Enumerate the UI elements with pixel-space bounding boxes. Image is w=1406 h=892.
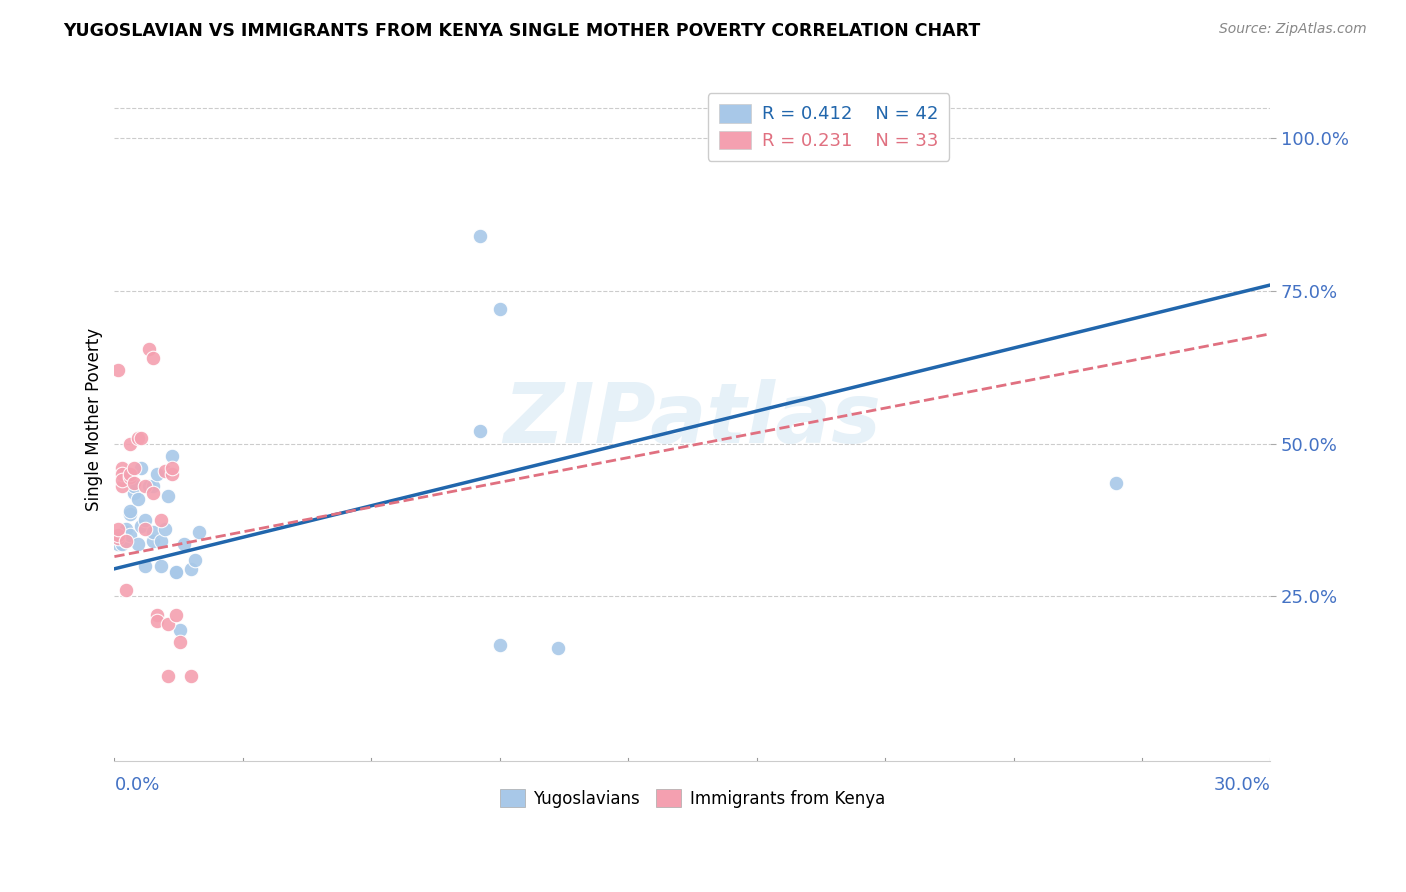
Point [115,583,138,598]
Point [138,479,160,493]
Point [134,558,156,573]
Point [160,467,183,482]
Point [146,467,169,482]
Point [111,537,134,551]
Point [165,565,187,579]
Point [160,461,183,475]
Point [169,635,191,649]
Point [115,534,138,549]
Point [149,558,172,573]
Point [122,461,145,475]
Point [118,470,141,484]
Point [111,461,134,475]
Point [134,479,156,493]
Point [115,525,138,540]
Point [142,525,165,540]
Point [118,504,141,518]
Y-axis label: Single Mother Poverty: Single Mother Poverty [86,327,103,511]
Text: 30.0%: 30.0% [1213,776,1271,795]
Point [165,565,187,579]
Point [107,522,129,536]
Point [146,614,169,628]
Point [118,436,141,450]
Point [115,534,138,549]
Point [188,525,211,540]
Text: YUGOSLAVIAN VS IMMIGRANTS FROM KENYA SINGLE MOTHER POVERTY CORRELATION CHART: YUGOSLAVIAN VS IMMIGRANTS FROM KENYA SIN… [63,22,980,40]
Point [142,485,165,500]
Point [470,425,492,439]
Point [118,507,141,521]
Point [134,522,156,536]
Text: 0.0%: 0.0% [114,776,160,795]
Point [134,513,156,527]
Point [149,534,172,549]
Point [142,534,165,549]
Point [122,479,145,493]
Point [107,531,129,545]
Point [107,537,129,551]
Point [470,229,492,244]
Point [138,342,160,356]
Point [149,513,172,527]
Point [122,485,145,500]
Point [160,449,183,463]
Point [127,491,149,506]
Point [173,537,195,551]
Point [180,562,202,576]
Point [165,607,187,622]
Point [115,522,138,536]
Point [111,479,134,493]
Text: Source: ZipAtlas.com: Source: ZipAtlas.com [1219,22,1367,37]
Point [153,522,176,536]
Point [157,489,180,503]
Point [184,552,207,566]
Point [127,537,149,551]
Point [131,519,153,533]
Point [180,668,202,682]
Point [111,473,134,487]
Point [1105,476,1128,491]
Point [111,467,134,482]
Point [131,431,153,445]
Point [111,528,134,542]
Point [153,464,176,478]
Point [142,351,165,366]
Point [107,531,129,545]
Point [111,531,134,545]
Legend: Yugoslavians, Immigrants from Kenya: Yugoslavians, Immigrants from Kenya [494,783,891,814]
Point [142,479,165,493]
Text: ZIPatlas: ZIPatlas [503,379,882,459]
Point [118,528,141,542]
Point [157,616,180,631]
Point [146,607,169,622]
Point [107,363,129,377]
Point [127,431,149,445]
Point [547,641,569,656]
Point [169,623,191,637]
Point [488,638,510,652]
Point [488,302,510,317]
Point [131,461,153,475]
Point [122,476,145,491]
Point [118,467,141,482]
Point [107,528,129,542]
Point [157,668,180,682]
